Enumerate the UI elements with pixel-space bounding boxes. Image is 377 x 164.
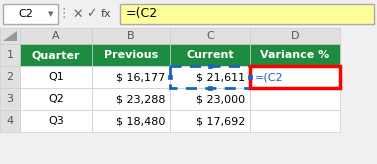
Text: Q1: Q1 bbox=[48, 72, 64, 82]
Bar bbox=[0, 110, 20, 132]
Text: =(C2: =(C2 bbox=[255, 72, 284, 82]
Bar bbox=[248, 75, 252, 79]
Bar bbox=[170, 88, 250, 110]
Text: $ 18,480: $ 18,480 bbox=[116, 116, 165, 126]
Bar bbox=[250, 110, 340, 132]
Text: ▼: ▼ bbox=[48, 11, 54, 17]
Bar bbox=[92, 66, 170, 88]
Bar bbox=[20, 88, 92, 110]
Bar bbox=[250, 28, 340, 44]
Bar bbox=[250, 66, 340, 88]
Text: Q3: Q3 bbox=[48, 116, 64, 126]
Text: C: C bbox=[206, 31, 214, 41]
Bar bbox=[0, 66, 20, 88]
Bar bbox=[170, 66, 250, 88]
Text: 1: 1 bbox=[6, 50, 14, 60]
Bar bbox=[0, 44, 20, 66]
Bar bbox=[3, 4, 58, 24]
Bar bbox=[170, 66, 250, 88]
Bar bbox=[92, 28, 170, 44]
Bar bbox=[0, 28, 20, 44]
Bar bbox=[120, 4, 374, 24]
Bar bbox=[20, 28, 92, 44]
Text: ✕: ✕ bbox=[73, 8, 83, 20]
Bar bbox=[208, 86, 212, 90]
Text: C2: C2 bbox=[18, 9, 33, 19]
Text: Q2: Q2 bbox=[48, 94, 64, 104]
Text: ✓: ✓ bbox=[86, 8, 96, 20]
Text: 3: 3 bbox=[6, 94, 14, 104]
Bar bbox=[170, 110, 250, 132]
Text: 2: 2 bbox=[6, 72, 14, 82]
Text: $ 17,692: $ 17,692 bbox=[196, 116, 245, 126]
Bar bbox=[168, 75, 172, 79]
Bar bbox=[0, 0, 377, 28]
Bar bbox=[250, 88, 340, 110]
Text: D: D bbox=[291, 31, 299, 41]
Bar bbox=[170, 44, 250, 66]
Bar bbox=[20, 44, 92, 66]
Bar bbox=[0, 88, 20, 110]
Polygon shape bbox=[3, 31, 17, 41]
Text: $ 23,000: $ 23,000 bbox=[196, 94, 245, 104]
Bar bbox=[20, 110, 92, 132]
Text: A: A bbox=[52, 31, 60, 41]
Bar bbox=[170, 28, 250, 44]
Text: Variance %: Variance % bbox=[261, 50, 329, 60]
Text: B: B bbox=[127, 31, 135, 41]
Text: Quarter: Quarter bbox=[32, 50, 80, 60]
Bar bbox=[250, 66, 340, 88]
Bar bbox=[20, 66, 92, 88]
Bar bbox=[92, 44, 170, 66]
Text: ⋮: ⋮ bbox=[58, 8, 70, 20]
Bar bbox=[250, 44, 340, 66]
Bar bbox=[92, 88, 170, 110]
Text: $ 23,288: $ 23,288 bbox=[115, 94, 165, 104]
Bar bbox=[92, 110, 170, 132]
Bar bbox=[208, 64, 212, 68]
Text: =(C2: =(C2 bbox=[126, 8, 158, 20]
Text: $ 21,611: $ 21,611 bbox=[196, 72, 245, 82]
Text: fx: fx bbox=[101, 9, 111, 19]
Text: $ 16,177: $ 16,177 bbox=[116, 72, 165, 82]
Text: Current: Current bbox=[186, 50, 234, 60]
Text: 4: 4 bbox=[6, 116, 14, 126]
Text: Previous: Previous bbox=[104, 50, 158, 60]
